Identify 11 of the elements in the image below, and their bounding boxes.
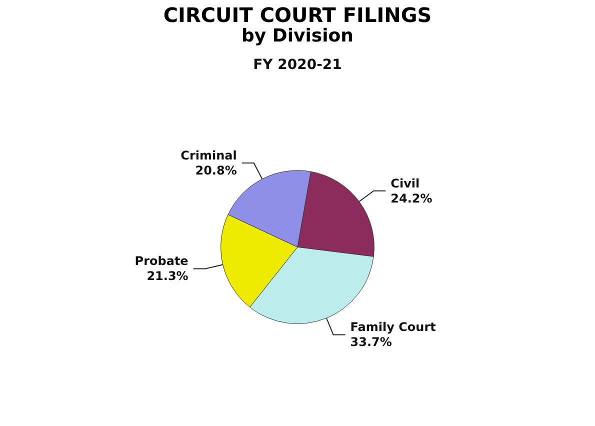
- data-label: 20.8%: [195, 164, 237, 178]
- slice-label: Civil: [390, 176, 420, 190]
- data-label: 33.7%: [350, 335, 392, 350]
- slice-label: Criminal: [180, 148, 237, 163]
- slice-label: Family Court: [350, 320, 436, 334]
- text: FY 2020-21: [253, 57, 342, 73]
- data-label: 21.3%: [146, 269, 188, 284]
- chart-subtitle: by Division: [242, 26, 354, 46]
- data-label: 24.2%: [390, 191, 432, 206]
- slice-label: Probate: [134, 254, 188, 268]
- chart-title: CIRCUIT COURT FILINGS: [163, 3, 432, 27]
